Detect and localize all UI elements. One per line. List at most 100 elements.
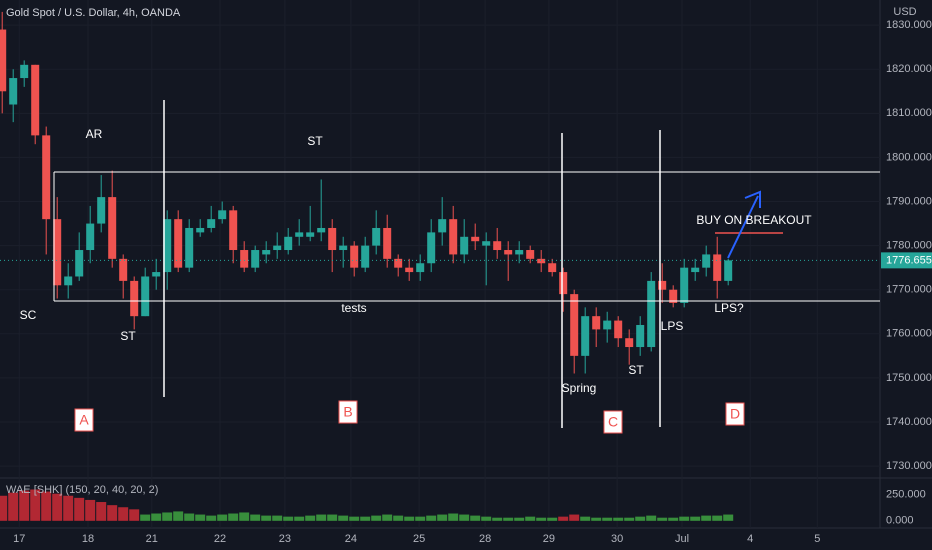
candle-body [471,236,480,242]
candle-body [295,232,304,237]
candle-body [229,210,238,251]
candle-body [306,232,315,237]
candle-body [493,241,502,251]
x-tick-label: 17 [13,533,25,545]
breakout-arrow [727,190,761,259]
x-tick-label: Jul [675,533,689,545]
candle-body [240,250,249,268]
candle-body [42,135,51,220]
indicator-bar [206,515,217,521]
candle-body [548,263,557,273]
indicator-bar [580,516,591,521]
indicator-bar [624,517,635,521]
annotation: BUY ON BREAKOUT [696,213,812,227]
indicator-bar [140,514,151,521]
currency: USD [893,6,916,18]
indicator-bar [404,516,415,521]
x-tick-label: 18 [82,533,94,545]
indicator-bar [635,516,646,521]
indicator-bar [657,517,668,521]
indicator-bar [613,517,624,521]
indicator-bar [261,515,272,521]
indicator-bar [327,514,338,521]
candle-body [163,219,172,273]
indicator-bar [646,515,657,521]
indicator-bar [492,517,503,521]
indicator-bar [107,505,118,521]
candle-body [427,232,436,264]
candle-body [405,267,414,273]
y-tick-label: 1740.000 [886,416,932,428]
indicator-bar [382,514,393,521]
indicator-bar [96,502,107,521]
phase-label: D [730,406,740,422]
indicator-bar [679,516,690,521]
indicator-bar [195,514,206,521]
candle-body [559,272,568,295]
indicator-bar [701,515,712,521]
indicator-tick-label: 0.000 [886,515,914,527]
indicator-bar [8,492,19,521]
indicator-bar [668,517,679,521]
candle-body [185,227,194,268]
last-price-badge [881,252,932,269]
candle-body [460,236,469,255]
indicator-name: WAE [SHK] (150, 20, 40, 20, 2) [6,484,158,496]
y-tick-label: 1750.000 [886,372,932,384]
phase-box [603,410,623,434]
indicator-bar [690,516,701,521]
candle-body [592,316,601,330]
phase-box [338,400,358,424]
annotation: LPS? [714,301,744,315]
candle-body [537,258,546,264]
indicator-bar [503,517,514,521]
indicator-bar [0,495,8,521]
candle-body [515,250,524,255]
indicator-tick-label: 250.000 [886,489,926,501]
candle-body [174,219,183,268]
candle-body [570,294,579,356]
indicator-bar [371,515,382,521]
indicator-bar [393,515,404,521]
candle-body [284,236,293,251]
indicator-bar [272,515,283,521]
phase-box [74,408,94,432]
indicator-bar [360,516,371,521]
candle-body [361,245,370,268]
indicator-bar [569,514,580,521]
candle-body [108,197,117,259]
candle-body [207,219,216,228]
annotation: ST [307,134,323,148]
candle-body [251,250,260,268]
candle-body [724,260,733,281]
candle-body [669,289,678,303]
candle-body [614,320,623,339]
x-tick-label: 30 [611,533,623,545]
candle-body [262,250,271,255]
y-tick-label: 1770.000 [886,284,932,296]
annotation: SC [20,308,37,322]
indicator-bar [558,516,569,521]
annotation: Spring [562,381,597,395]
candle-body [119,258,128,281]
candle-body [130,280,139,317]
candle-body [713,254,722,281]
candle-body [9,78,18,105]
candle-body [691,267,700,273]
indicator-bar [536,517,547,521]
indicator-bar [239,512,250,521]
y-tick-label: 1780.000 [886,240,932,252]
x-tick-label: 29 [543,533,555,545]
x-tick-label: 22 [214,533,226,545]
phase-label: A [79,412,89,428]
candle-body [64,276,73,286]
candle-body [75,250,84,277]
candle-body [603,320,612,330]
candle-body [702,254,711,268]
indicator-bar [316,514,327,521]
x-tick-label: 4 [747,533,753,545]
annotation: ST [120,329,136,343]
indicator-bar [426,515,437,521]
annotation: LPS [661,319,684,333]
